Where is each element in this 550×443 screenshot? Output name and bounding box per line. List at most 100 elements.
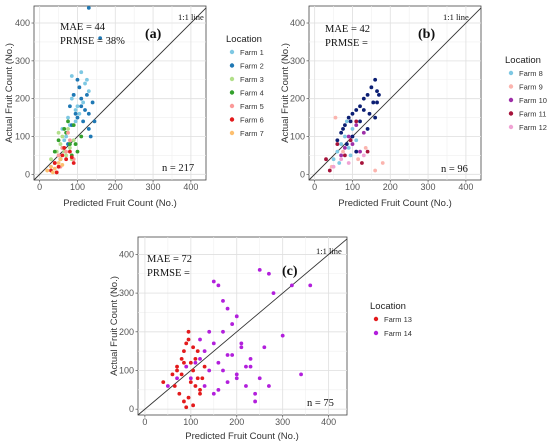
panel-b-label: (b)	[418, 27, 435, 42]
y-tick-label: 200	[290, 94, 305, 104]
point-farm-12	[361, 153, 366, 158]
point-farm-7	[49, 164, 53, 169]
point-farm-2	[92, 119, 97, 124]
point-farm-13	[198, 387, 202, 392]
point-farm-14	[289, 283, 294, 288]
point-farm-10-dark	[365, 127, 370, 131]
panel-c: 0 100 200 300 400 0 100 200 300 400 MAE = 72 PRMS…	[109, 236, 412, 442]
point-farm-4	[73, 142, 78, 146]
point-farm-14	[239, 341, 244, 346]
point-farm-10-dark	[361, 96, 366, 101]
point-farm-11	[360, 161, 364, 165]
point-farm-13	[186, 337, 191, 342]
point-farm-9	[356, 157, 361, 162]
y-tick-label: 100	[119, 366, 134, 376]
panel-c-grid	[138, 237, 347, 415]
point-farm-10-dark	[341, 127, 345, 131]
x-tick-label: 400	[183, 182, 198, 192]
legend-swatch	[229, 76, 235, 82]
point-farm-11	[365, 149, 370, 154]
point-farm-3	[71, 138, 76, 143]
panel-c-mae-text: MAE = 72	[147, 254, 192, 265]
point-farm-14	[257, 376, 262, 381]
panel-c-x-axis-title: Predicted Fruit Count (No.)	[185, 431, 299, 442]
point-farm-2	[79, 96, 84, 101]
y-tick-label: 400	[119, 249, 134, 259]
point-farm-3	[58, 142, 63, 146]
point-farm-14	[225, 306, 230, 311]
panel-a-identity-line-label: 1:1 line	[178, 12, 204, 22]
panel-a-x-axis-title: Predicted Fruit Count (No.)	[63, 198, 177, 209]
point-farm-14	[299, 372, 303, 377]
y-tick-label: 300	[119, 288, 134, 298]
x-tick-label: 0	[312, 182, 317, 192]
point-farm-10-dark	[354, 108, 359, 112]
point-farm-13	[193, 356, 198, 361]
point-farm-14	[308, 283, 313, 288]
legend-swatch	[229, 103, 235, 109]
x-tick-label: 300	[275, 417, 290, 427]
point-farm-1	[77, 111, 82, 116]
point-farm-10-dark	[350, 134, 355, 139]
panel-c-prmse-text: PRMSE =	[147, 268, 190, 279]
panel-a-y-axis-title: Actual Fruit Count (No.)	[4, 43, 15, 143]
point-farm-11	[324, 157, 328, 162]
legend-label: Farm 1	[240, 48, 264, 57]
point-farm-10-dark	[367, 111, 372, 116]
point-farm-14	[230, 353, 235, 357]
panel-b-legend: Location Farm 8 Farm 9 Farm 10 Farm 11 Farm 1…	[505, 55, 547, 132]
point-farm-13	[191, 368, 196, 373]
point-farm-1	[75, 104, 80, 109]
point-farm-2-high	[98, 36, 103, 41]
point-farm-13	[175, 368, 179, 373]
point-farm-2	[71, 92, 76, 97]
point-farm-8	[348, 153, 353, 158]
point-farm-8	[331, 157, 336, 162]
point-farm-10	[361, 130, 366, 135]
point-farm-11	[348, 138, 353, 143]
point-farm-2	[75, 77, 80, 82]
panel-b-points	[324, 77, 385, 173]
point-farm-6	[60, 153, 65, 158]
panel-b-mae-text: MAE = 42	[325, 24, 370, 35]
legend-label: Farm 7	[240, 129, 264, 138]
x-tick-label: 400	[321, 417, 336, 427]
point-farm-8	[339, 142, 344, 146]
point-farm-12	[339, 157, 344, 162]
point-farm-3	[49, 157, 53, 162]
x-tick-label: 0	[142, 417, 147, 427]
legend-label: Farm 5	[240, 102, 264, 111]
point-farm-10	[354, 123, 359, 128]
point-farm-14	[221, 368, 225, 373]
point-farm-8	[335, 149, 340, 154]
point-farm-1	[73, 119, 78, 124]
point-farm-1	[66, 115, 70, 120]
point-farm-14	[202, 384, 207, 388]
point-farm-14	[211, 341, 216, 346]
legend-swatch	[229, 49, 235, 55]
point-farm-10	[343, 145, 347, 150]
point-farm-14	[234, 372, 239, 377]
point-farm-10-dark	[346, 115, 351, 120]
point-farm-9	[373, 168, 378, 173]
point-farm-13	[195, 349, 200, 354]
point-farm-8	[354, 138, 359, 143]
point-farm-14	[221, 298, 225, 303]
y-tick-label: 200	[15, 94, 30, 104]
point-farm-8	[337, 161, 342, 165]
point-farm-14	[271, 291, 276, 296]
panel-b-grid	[309, 6, 481, 180]
panel-a-ticks: 0 100 200 300 400 0 100 200 300 400	[15, 18, 198, 192]
point-farm-13	[200, 376, 205, 381]
point-farm-10	[350, 142, 355, 146]
legend-swatch	[508, 70, 514, 76]
point-farm-2	[86, 127, 91, 131]
point-farm-11	[335, 142, 340, 146]
point-farm-2	[90, 100, 95, 105]
point-farm-13	[191, 403, 196, 408]
panel-b-y-axis-title: Actual Fruit Count (No.)	[280, 43, 291, 143]
point-farm-14	[221, 329, 225, 334]
x-tick-label: 200	[229, 417, 244, 427]
panel-a-label: (a)	[145, 27, 162, 42]
point-farm-14	[257, 267, 262, 272]
